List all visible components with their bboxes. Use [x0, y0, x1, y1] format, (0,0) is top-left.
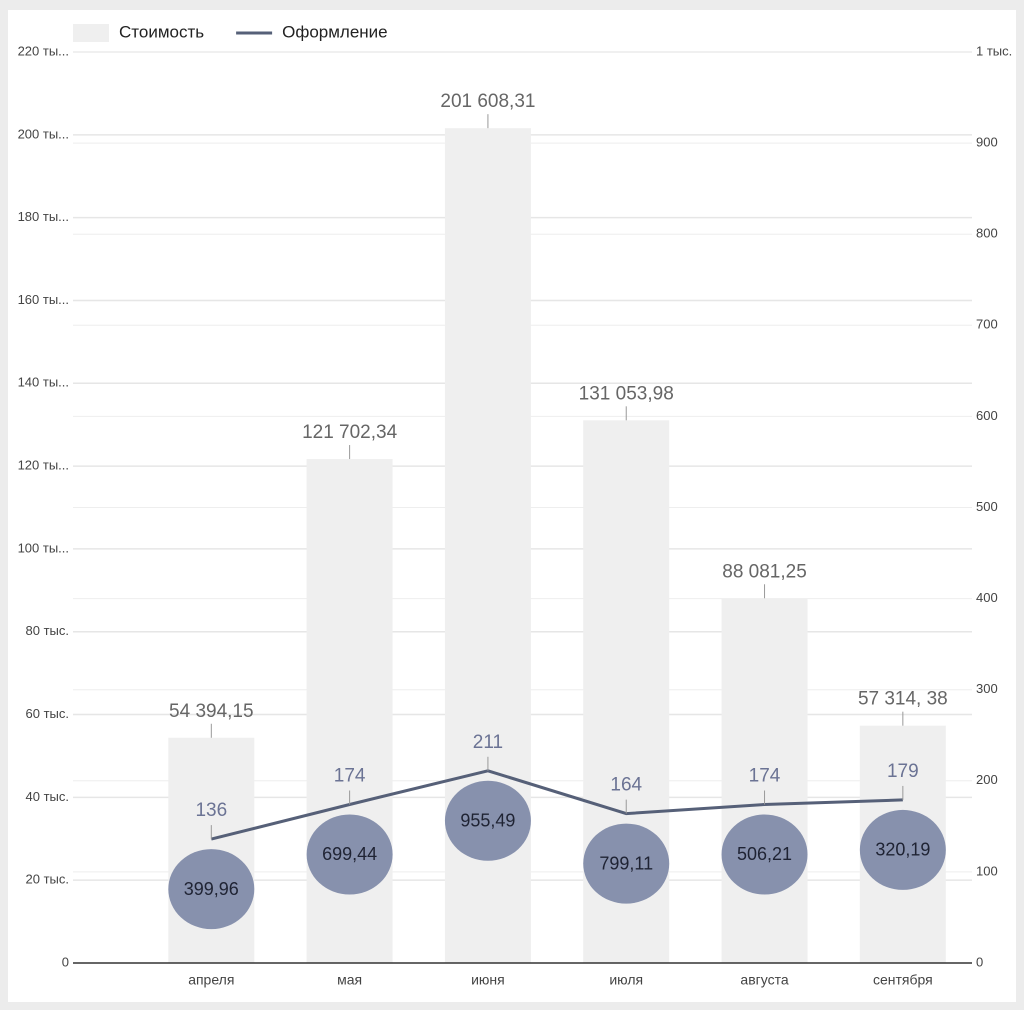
- y2-tick-label: 0: [976, 954, 983, 969]
- bubble-label: 955,49: [460, 811, 515, 831]
- bar-value-label: 201 608,31: [440, 91, 535, 112]
- y-tick-label: 180 ты...: [18, 209, 69, 224]
- legend-label: Оформление: [282, 22, 388, 41]
- bubble: [583, 823, 670, 904]
- y2-tick-label: 900: [976, 135, 998, 150]
- bubble: [859, 809, 946, 890]
- line-value-label: 179: [887, 761, 919, 782]
- y-tick-label: 80 тыс.: [26, 623, 69, 638]
- y2-tick-label: 400: [976, 590, 998, 605]
- bar-value-label: 54 394,15: [169, 701, 254, 722]
- bubble-label: 399,96: [184, 879, 239, 899]
- line-value-label: 174: [334, 766, 366, 787]
- y2-tick-label: 1 тыс.: [976, 43, 1012, 58]
- y2-tick-label: 800: [976, 226, 998, 241]
- y2-tick-label: 300: [976, 681, 998, 696]
- bubble-label: 699,44: [322, 844, 377, 864]
- x-tick-label: июля: [609, 972, 643, 988]
- x-tick-label: августа: [740, 972, 788, 988]
- legend-swatch: [73, 24, 109, 42]
- line-value-label: 164: [610, 775, 642, 796]
- x-tick-label: сентября: [873, 972, 933, 988]
- y-tick-label: 220 ты...: [18, 43, 69, 58]
- y2-tick-label: 200: [976, 772, 998, 787]
- x-tick-label: апреля: [188, 972, 234, 988]
- y2-tick-label: 600: [976, 408, 998, 423]
- y2-tick-label: 500: [976, 499, 998, 514]
- y-tick-label: 120 ты...: [18, 458, 69, 473]
- line-value-label: 211: [473, 732, 503, 753]
- bubble-label: 320,19: [875, 840, 930, 860]
- y-tick-label: 200 ты...: [18, 126, 69, 141]
- bar-value-label: 57 314, 38: [858, 689, 948, 710]
- bar-value-label: 121 702,34: [302, 422, 398, 443]
- legend-label: Стоимость: [119, 22, 204, 41]
- line-value-label: 174: [749, 766, 781, 787]
- x-tick-label: мая: [337, 972, 362, 988]
- y-tick-label: 20 тыс.: [26, 872, 69, 887]
- bubble: [721, 814, 808, 895]
- bubble-label: 799,11: [599, 853, 653, 873]
- y-tick-label: 100 ты...: [18, 540, 69, 555]
- bar-value-label: 131 053,98: [579, 383, 674, 404]
- bubble: [444, 780, 531, 861]
- bar: [721, 598, 808, 963]
- y-tick-label: 0: [62, 954, 69, 969]
- bubble: [168, 849, 255, 930]
- y-tick-label: 160 ты...: [18, 292, 69, 307]
- bubble-label: 506,21: [737, 844, 792, 864]
- bubble: [306, 814, 393, 895]
- y-tick-label: 140 ты...: [18, 375, 69, 390]
- y2-tick-label: 700: [976, 317, 998, 332]
- y-tick-label: 60 тыс.: [26, 706, 69, 721]
- y-tick-label: 40 тыс.: [26, 789, 69, 804]
- y2-tick-label: 100: [976, 863, 998, 878]
- x-tick-label: июня: [471, 972, 505, 988]
- line-value-label: 136: [195, 800, 227, 821]
- bar-value-label: 88 081,25: [722, 561, 807, 582]
- line: [210, 769, 903, 841]
